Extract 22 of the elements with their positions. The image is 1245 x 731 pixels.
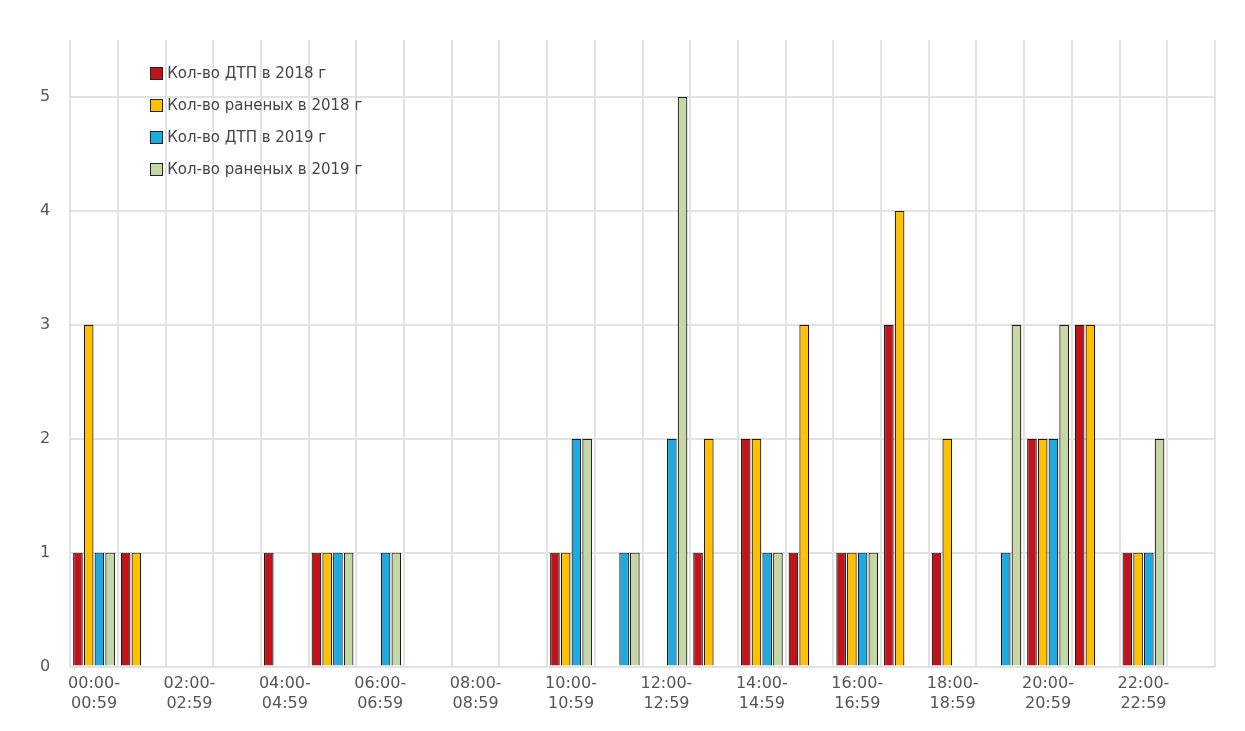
y-tick-label: 5 <box>39 86 51 106</box>
x-tick-label: 14:00-14:59 <box>735 673 788 712</box>
legend-label: Кол-во ДТП в 2018 г <box>167 64 327 82</box>
x-tick-label: 18:00-18:59 <box>926 673 979 712</box>
y-tick-label: 0 <box>39 655 51 675</box>
x-tick-label: 06:00-06:59 <box>354 673 407 712</box>
legend-label: Кол-во раненых в 2018 г <box>167 96 363 114</box>
legend-label: Кол-во ДТП в 2019 г <box>167 128 327 146</box>
x-tick-label: 12:00-12:59 <box>640 673 693 712</box>
x-tick-label: 10:00-10:59 <box>545 673 597 712</box>
x-tick-label: 02:00-02:59 <box>163 673 216 712</box>
x-tick-label: 04:00-04:59 <box>258 673 311 712</box>
x-tick-label: 20:00-20:59 <box>1022 673 1074 712</box>
x-tick-label: 22:00-22:59 <box>1117 673 1170 712</box>
y-tick-label: 3 <box>39 313 51 333</box>
legend-label: Кол-во раненых в 2019 г <box>167 160 363 178</box>
y-tick-label: 2 <box>39 427 51 447</box>
x-tick-label: 00:00-00:59 <box>68 673 120 712</box>
y-tick-label: 1 <box>39 541 51 561</box>
y-tick-label: 4 <box>39 200 51 220</box>
x-tick-label: 16:00-16:59 <box>831 673 884 712</box>
x-tick-label: 08:00-08:59 <box>449 673 502 712</box>
